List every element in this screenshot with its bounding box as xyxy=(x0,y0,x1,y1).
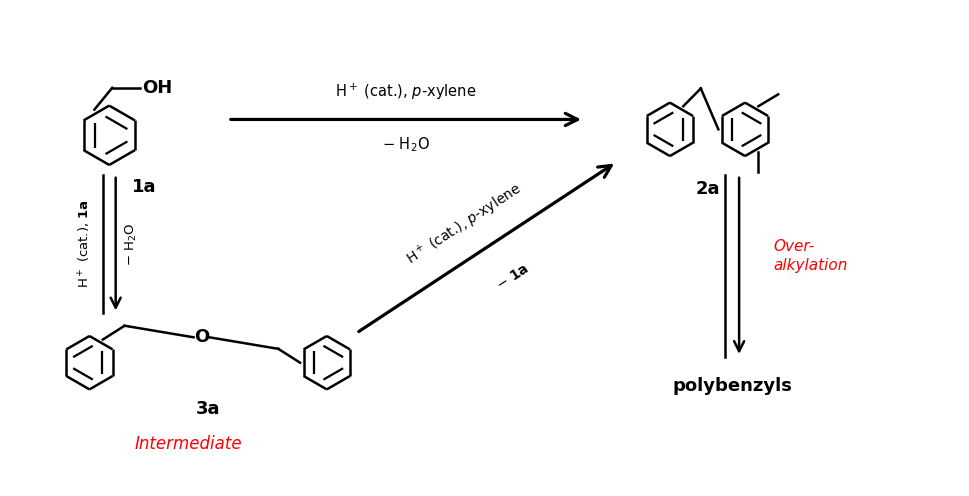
Text: polybenzyls: polybenzyls xyxy=(672,377,792,395)
Text: $-$ H$_2$O: $-$ H$_2$O xyxy=(382,135,430,154)
Text: 1a: 1a xyxy=(132,178,156,196)
Text: O: O xyxy=(194,328,209,346)
Text: Over-
alkylation: Over- alkylation xyxy=(773,239,848,273)
Text: H$^+$ (cat.), $\bf{1a}$: H$^+$ (cat.), $\bf{1a}$ xyxy=(77,199,93,289)
Text: $-$ H$_2$O: $-$ H$_2$O xyxy=(123,222,139,266)
Text: H$^+$ (cat.), $p$-xylene: H$^+$ (cat.), $p$-xylene xyxy=(335,82,477,102)
Text: 2a: 2a xyxy=(695,180,720,198)
Text: Intermediate: Intermediate xyxy=(135,435,242,453)
Text: H$^+$ (cat.), $p$-xylene: H$^+$ (cat.), $p$-xylene xyxy=(403,179,526,270)
Text: OH: OH xyxy=(141,79,172,97)
Text: $-$ $\bf{1a}$: $-$ $\bf{1a}$ xyxy=(494,262,532,293)
Text: 3a: 3a xyxy=(196,400,220,418)
